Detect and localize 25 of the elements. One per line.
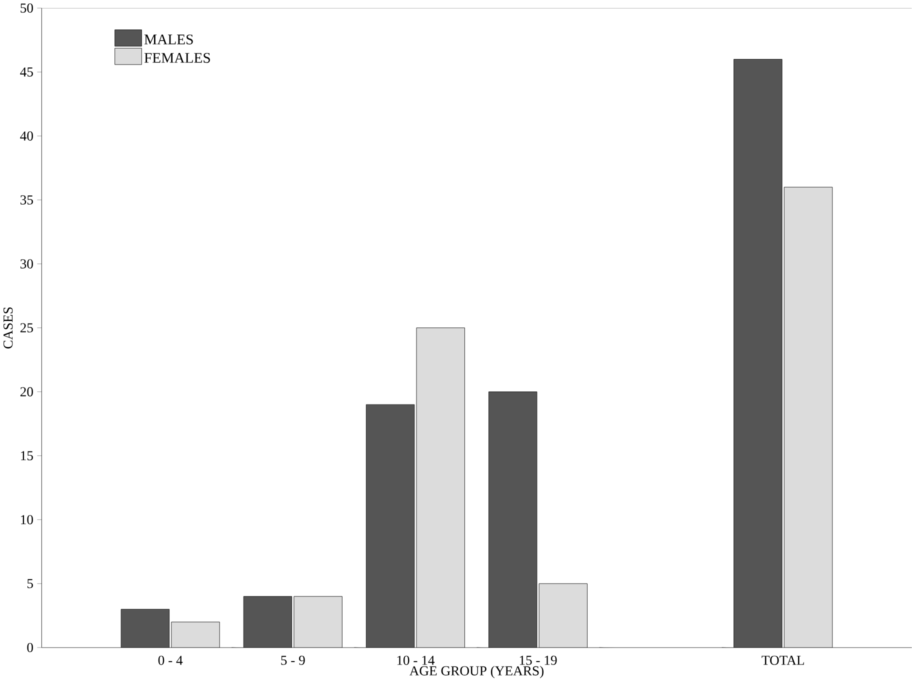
bar [244,596,292,648]
bar [734,59,782,648]
x-tick-label: 10 - 14 [397,656,435,666]
x-tick-label: 5 - 9 [281,656,305,666]
y-tick-label: 25 [20,323,33,333]
x-axis-title: AGE GROUP (YEARS) [409,666,544,678]
y-tick-label: 45 [20,68,33,77]
x-tick-label: 15 - 19 [520,656,557,666]
bar [121,609,170,648]
x-tick-label: TOTAL [762,656,804,666]
y-tick-label: 20 [20,387,33,397]
y-tick-label: 40 [20,132,33,141]
legend-label: FEMALES [144,53,210,63]
y-axis-title: CASES [4,308,13,349]
y-tick-label: 50 [20,4,33,13]
y-tick-label: 35 [20,195,33,205]
y-tick-label: 30 [20,259,33,269]
y-tick-label: 10 [21,515,33,524]
bar [488,392,537,648]
bar [366,404,414,648]
y-tick-label: 15 [21,451,33,460]
y-tick-label: 0 [27,643,33,652]
y-tick-label: 5 [27,579,33,588]
legend-label: MALES [144,34,193,45]
x-tick-label: 0 - 4 [158,656,183,666]
